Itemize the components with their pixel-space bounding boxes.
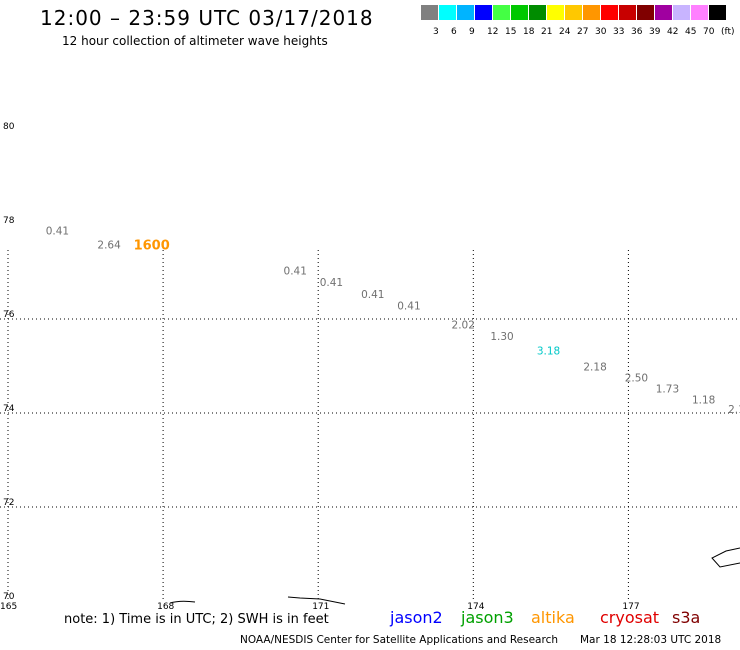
scale-label: 27: [577, 27, 589, 37]
scale-swatch: [493, 5, 510, 20]
scale-swatch: [637, 5, 654, 20]
wave-height-point: 2.50: [625, 373, 648, 385]
coastline: [711, 547, 740, 568]
lon-tick-label: 168: [157, 602, 174, 612]
wave-height-point: 0.41: [284, 265, 307, 277]
lon-tick-label: 171: [312, 602, 329, 612]
wave-height-point: 3.18: [537, 345, 560, 357]
wave-height-point: 0.41: [361, 289, 384, 301]
wave-height-point: 0.41: [320, 277, 343, 289]
satellite-legend-s3a: s3a: [672, 608, 701, 627]
map-title: 12:00 – 23:59 UTC 03/17/2018: [40, 6, 374, 30]
scale-swatch: [709, 5, 726, 20]
lat-tick-label: 74: [3, 404, 15, 414]
scale-label: 3: [433, 27, 439, 37]
footer-note: note: 1) Time is in UTC; 2) SWH is in fe…: [64, 612, 329, 627]
scale-swatch: [655, 5, 672, 20]
lat-tick-label: 78: [3, 216, 15, 226]
wave-height-point: 1600: [134, 238, 170, 253]
scale-swatch: [421, 5, 438, 20]
scale-swatch: [511, 5, 528, 20]
coastline: [169, 600, 196, 604]
scale-swatch: [691, 5, 708, 20]
scale-label: 9: [469, 27, 475, 37]
lon-tick-label: 174: [467, 602, 484, 612]
satellite-legend-jason3: jason3: [461, 608, 514, 627]
scale-label: 30: [595, 27, 607, 37]
scale-label: 36: [631, 27, 643, 37]
wave-height-point: 0.41: [46, 225, 69, 237]
wave-height-point: 2.02: [452, 319, 475, 331]
scale-label: 15: [505, 27, 517, 37]
scale-label: 12: [487, 27, 499, 37]
wave-height-point: 1.73: [656, 383, 679, 395]
scale-swatch: [619, 5, 636, 20]
lat-tick-label: 76: [3, 310, 15, 320]
scale-swatch: [673, 5, 690, 20]
scale-label: 39: [649, 27, 661, 37]
scale-swatch: [601, 5, 618, 20]
coastline: [287, 596, 346, 605]
scale-swatch: [547, 5, 564, 20]
scale-label: 70: [703, 27, 715, 37]
scale-swatch: [439, 5, 456, 20]
scale-swatch: [565, 5, 582, 20]
scale-label: 21: [541, 27, 553, 37]
wave-height-point: 0.41: [397, 301, 420, 313]
satellite-legend-cryosat: cryosat: [600, 608, 660, 627]
map-subtitle: 12 hour collection of altimeter wave hei…: [62, 34, 328, 48]
wave-height-point: 2.13: [728, 404, 740, 416]
scale-label: 33: [613, 27, 625, 37]
scale-label: (ft): [721, 27, 735, 37]
wave-height-point: 2.64: [97, 240, 121, 252]
lon-tick-label: 165: [0, 602, 17, 612]
wave-height-point: 1.30: [490, 331, 513, 343]
lat-tick-label: 80: [3, 122, 15, 132]
scale-label: 45: [685, 27, 697, 37]
wave-height-point: 1.18: [692, 395, 715, 407]
lat-tick-label: 72: [3, 498, 14, 508]
credit-line: NOAA/NESDIS Center for Satellite Applica…: [240, 634, 558, 646]
scale-label: 24: [559, 27, 571, 37]
scale-label: 6: [451, 27, 457, 37]
satellite-legend-jason2: jason2: [390, 608, 443, 627]
scale-swatch: [529, 5, 546, 20]
scale-swatch: [475, 5, 492, 20]
lon-tick-label: 177: [622, 602, 639, 612]
generation-timestamp: Mar 18 12:28:03 UTC 2018: [580, 634, 722, 646]
satellite-legend-altika: altika: [531, 608, 575, 627]
scale-swatch: [583, 5, 600, 20]
scale-swatch: [457, 5, 474, 20]
lat-tick-label: 70: [3, 592, 15, 602]
wave-height-point: 2.18: [583, 362, 606, 374]
scale-label: 18: [523, 27, 535, 37]
scale-label: 42: [667, 27, 679, 37]
